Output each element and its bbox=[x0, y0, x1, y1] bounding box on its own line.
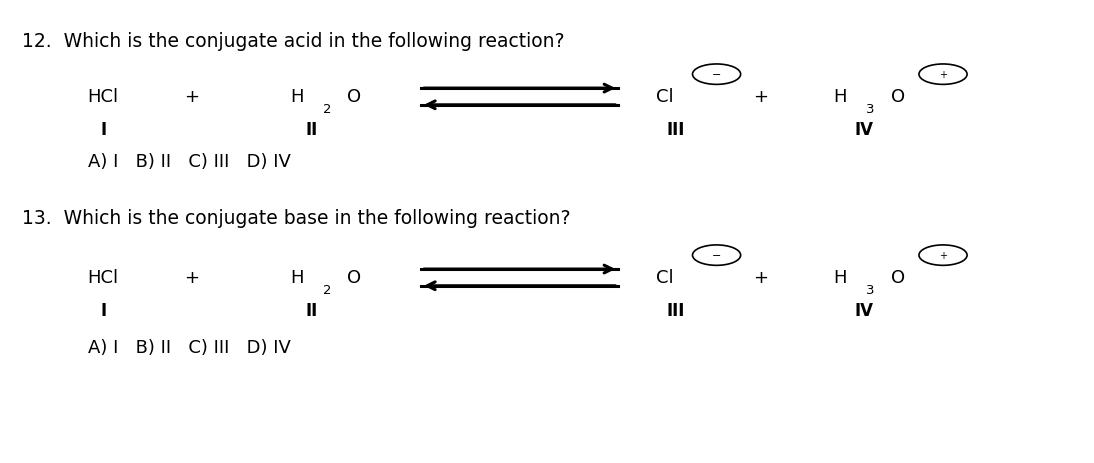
Text: H: H bbox=[290, 269, 303, 287]
Text: −: − bbox=[712, 250, 721, 261]
Text: −: − bbox=[712, 70, 721, 80]
Text: 12.  Which is the conjugate acid in the following reaction?: 12. Which is the conjugate acid in the f… bbox=[22, 32, 565, 51]
Text: +: + bbox=[184, 269, 199, 287]
Text: III: III bbox=[667, 121, 685, 138]
Text: HCl: HCl bbox=[88, 269, 118, 287]
Text: Cl: Cl bbox=[656, 269, 674, 287]
Text: H: H bbox=[290, 88, 303, 106]
Text: IV: IV bbox=[854, 301, 874, 319]
Text: II: II bbox=[305, 301, 318, 319]
Text: O: O bbox=[347, 88, 361, 106]
Text: 3: 3 bbox=[866, 283, 875, 296]
Text: 2: 2 bbox=[323, 102, 331, 115]
Text: O: O bbox=[891, 88, 905, 106]
Text: Cl: Cl bbox=[656, 88, 674, 106]
Text: +: + bbox=[184, 88, 199, 106]
Text: A) I   B) II   C) III   D) IV: A) I B) II C) III D) IV bbox=[88, 338, 290, 356]
Text: 13.  Which is the conjugate base in the following reaction?: 13. Which is the conjugate base in the f… bbox=[22, 208, 570, 227]
Text: +: + bbox=[753, 88, 768, 106]
Text: +: + bbox=[939, 70, 947, 80]
Text: I: I bbox=[101, 121, 107, 138]
Text: IV: IV bbox=[854, 121, 874, 138]
Text: O: O bbox=[891, 269, 905, 287]
Text: 3: 3 bbox=[866, 102, 875, 115]
Text: HCl: HCl bbox=[88, 88, 118, 106]
Text: H: H bbox=[834, 269, 847, 287]
Text: O: O bbox=[347, 269, 361, 287]
Text: II: II bbox=[305, 121, 318, 138]
Text: 2: 2 bbox=[323, 283, 331, 296]
Text: H: H bbox=[834, 88, 847, 106]
Text: A) I   B) II   C) III   D) IV: A) I B) II C) III D) IV bbox=[88, 153, 290, 171]
Text: I: I bbox=[101, 301, 107, 319]
Text: +: + bbox=[753, 269, 768, 287]
Text: +: + bbox=[939, 250, 947, 261]
Text: III: III bbox=[667, 301, 685, 319]
